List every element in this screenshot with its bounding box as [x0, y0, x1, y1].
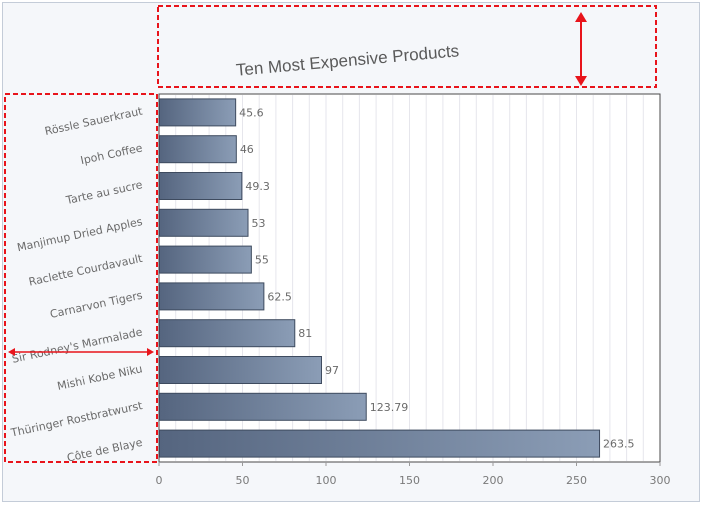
category-label: Rössle Sauerkraut — [44, 104, 145, 138]
bar — [159, 208, 249, 237]
x-tick-label: 50 — [236, 474, 250, 487]
category-label: Tarte au sucre — [64, 178, 144, 207]
category-label: Mishi Kobe Niku — [56, 362, 144, 393]
data-label: 263.5 — [603, 438, 635, 451]
x-tick-label: 300 — [650, 474, 671, 487]
data-label: 53 — [252, 217, 266, 230]
title-highlight-box — [157, 5, 657, 88]
category-labels: Rössle Sauerkraut Ipoh Coffee Tarte au suc… — [9, 104, 144, 464]
label-width-arrow — [8, 348, 154, 356]
category-label: Carnarvon Tigers — [49, 289, 144, 321]
data-label: 62.5 — [267, 290, 292, 303]
bar — [159, 282, 265, 311]
data-label: 49.3 — [245, 180, 270, 193]
category-labels-highlight-box — [4, 93, 158, 463]
category-label: Manjimup Dried Apples — [16, 215, 144, 254]
value-labels: 45.6 46 49.3 53 55 62.5 81 97 123.79 263.5 — [239, 106, 634, 450]
bar — [159, 98, 237, 127]
category-label: Sir Rodney's Marmalade — [11, 325, 144, 365]
x-tick-label: 100 — [316, 474, 337, 487]
bar — [159, 429, 601, 458]
category-label: Ipoh Coffee — [79, 141, 144, 167]
data-label: 97 — [325, 364, 339, 377]
data-label: 46 — [240, 143, 254, 156]
chart-title: Ten Most Expensive Products — [235, 41, 460, 79]
bar — [159, 135, 237, 164]
category-label: Côte de Blaye — [66, 436, 144, 465]
bar — [159, 356, 322, 384]
x-tick-label: 0 — [156, 474, 163, 487]
x-axis-ticks: 0 50 100 150 200 250 300 — [156, 462, 671, 487]
data-label: 45.6 — [239, 106, 263, 119]
category-label: Thüringer Rostbratwurst — [9, 399, 144, 440]
bar — [159, 172, 243, 200]
data-label: 123.79 — [370, 401, 409, 414]
x-tick-label: 150 — [399, 474, 420, 487]
x-tick-label: 250 — [566, 474, 587, 487]
data-label: 81 — [298, 327, 312, 340]
title-height-arrow — [575, 12, 587, 86]
bar — [159, 245, 252, 274]
data-label: 55 — [255, 254, 269, 267]
x-tick-label: 200 — [483, 474, 504, 487]
bar — [159, 392, 367, 421]
category-label: Raclette Courdavault — [28, 252, 145, 289]
bar — [159, 319, 296, 348]
bars — [159, 98, 601, 458]
